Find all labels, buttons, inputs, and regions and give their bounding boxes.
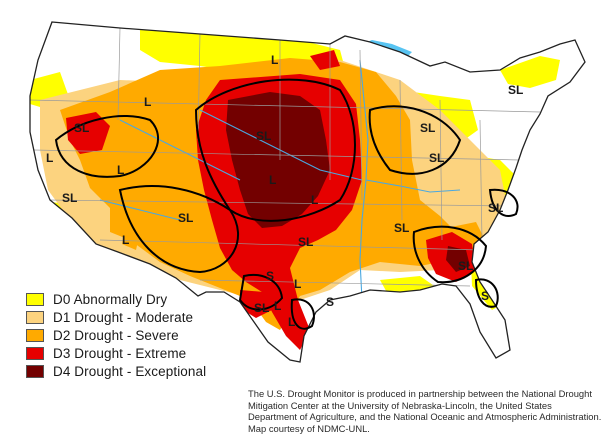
impact-label: L bbox=[117, 163, 124, 177]
impact-label: L bbox=[288, 315, 295, 329]
legend-label: D4 Drought - Exceptional bbox=[53, 363, 207, 379]
legend-item-d1: D1 Drought - Moderate bbox=[26, 308, 206, 326]
legend-swatch bbox=[26, 292, 44, 306]
legend-label: D0 Abnormally Dry bbox=[53, 291, 168, 307]
d4-areas bbox=[226, 92, 470, 272]
impact-label: SL bbox=[429, 151, 444, 165]
legend-swatch bbox=[26, 328, 44, 342]
impact-boundaries bbox=[54, 78, 519, 330]
impact-label: L bbox=[269, 173, 276, 187]
impact-label: SL bbox=[74, 121, 89, 135]
impact-label: SL bbox=[298, 235, 313, 249]
legend-label: D3 Drought - Extreme bbox=[53, 345, 187, 361]
impact-label: S bbox=[481, 289, 489, 303]
state-borders bbox=[30, 27, 541, 287]
legend-swatch bbox=[26, 364, 44, 378]
impact-label: SL bbox=[394, 221, 409, 235]
impact-label: SL bbox=[488, 201, 503, 215]
legend-label: D2 Drought - Severe bbox=[53, 327, 179, 343]
impact-label: L bbox=[271, 53, 278, 67]
credit-text: The U.S. Drought Monitor is produced in … bbox=[248, 388, 602, 434]
impact-label: SL bbox=[178, 211, 193, 225]
impact-label: L bbox=[294, 277, 301, 291]
impact-label: SL bbox=[458, 259, 473, 273]
us-outline bbox=[29, 21, 586, 363]
impact-label: L bbox=[311, 193, 318, 207]
legend-label: D1 Drought - Moderate bbox=[53, 309, 194, 325]
legend-swatch bbox=[26, 310, 44, 324]
impact-label: L bbox=[274, 299, 281, 313]
impact-label: SL bbox=[420, 121, 435, 135]
legend-item-d4: D4 Drought - Exceptional bbox=[26, 362, 206, 380]
legend-swatch bbox=[26, 346, 44, 360]
legend-item-d2: D2 Drought - Severe bbox=[26, 326, 206, 344]
impact-label: S bbox=[266, 269, 274, 283]
legend-item-d0: D0 Abnormally Dry bbox=[26, 290, 206, 308]
impact-label: L bbox=[144, 95, 151, 109]
impact-label: SL bbox=[508, 83, 523, 97]
impact-label: L bbox=[122, 233, 129, 247]
impact-label: L bbox=[46, 151, 53, 165]
impact-label: SL bbox=[62, 191, 77, 205]
impact-labels: L SL SL L SL SL L SL L L SL L SL SL L SL… bbox=[46, 53, 523, 329]
impact-label: S bbox=[326, 295, 334, 309]
legend: D0 Abnormally Dry D1 Drought - Moderate … bbox=[26, 290, 206, 380]
legend-item-d3: D3 Drought - Extreme bbox=[26, 344, 206, 362]
impact-label: SL bbox=[254, 301, 269, 315]
impact-label: SL bbox=[256, 129, 271, 143]
